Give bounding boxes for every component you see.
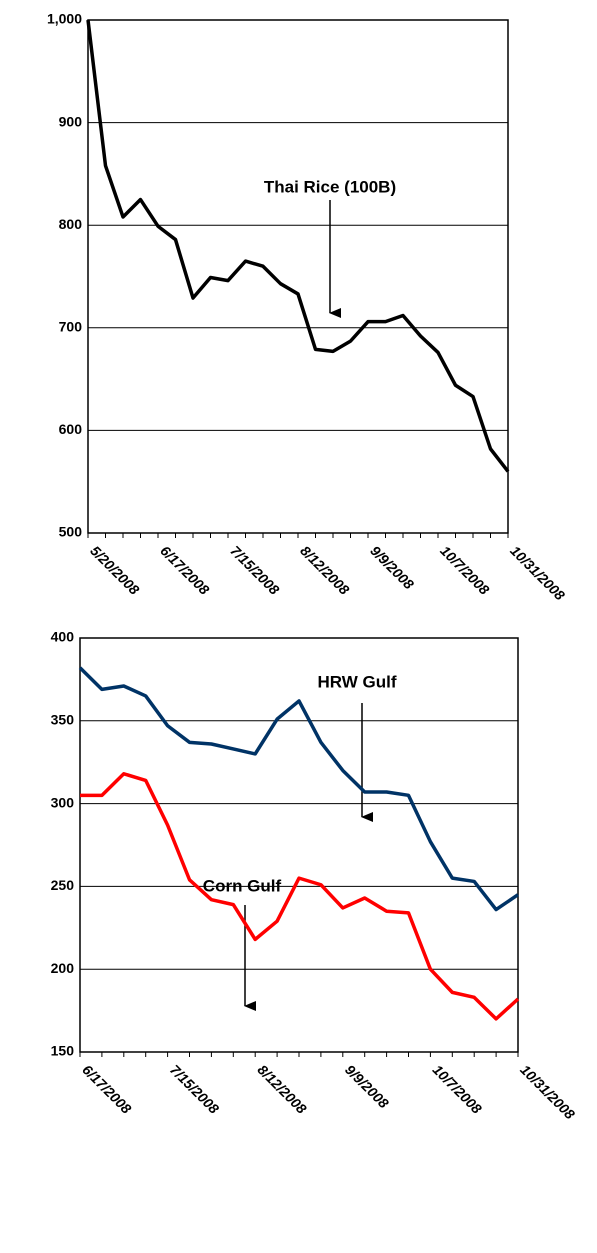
y-tick-label: 700 [59, 319, 83, 335]
x-tick-label: 6/17/2008 [157, 542, 213, 598]
x-tick-label: 10/7/2008 [437, 542, 493, 598]
y-tick-label: 150 [51, 1043, 75, 1059]
y-tick-label: 900 [59, 113, 83, 129]
x-tick-label: 7/15/2008 [167, 1061, 223, 1117]
y-tick-label: 1,000 [47, 11, 82, 27]
y-tick-label: 350 [51, 712, 75, 728]
y-tick-label: 800 [59, 216, 83, 232]
annotation: Thai Rice (100B) [264, 177, 396, 196]
x-tick-label: 10/31/2008 [517, 1061, 578, 1122]
plot-frame [87, 19, 509, 534]
y-tick-label: 250 [51, 877, 75, 893]
x-tick-label: 6/17/2008 [79, 1061, 135, 1117]
data-line [86, 19, 510, 473]
x-tick-label: 7/15/2008 [227, 542, 283, 598]
y-tick-label: 200 [51, 960, 75, 976]
data-line [80, 772, 520, 1021]
y-tick-label: 600 [59, 421, 83, 437]
y-tick-label: 400 [51, 629, 75, 645]
x-tick-label: 9/9/2008 [367, 542, 417, 592]
x-tick-label: 8/12/2008 [254, 1061, 310, 1117]
x-tick-label: 9/9/2008 [342, 1061, 392, 1111]
y-tick-label: 500 [59, 524, 83, 540]
y-tick-label: 300 [51, 794, 75, 810]
x-tick-label: 5/20/2008 [87, 542, 143, 598]
annotation: HRW Gulf [317, 672, 396, 691]
x-tick-label: 10/31/2008 [507, 542, 568, 603]
x-tick-label: 10/7/2008 [430, 1061, 486, 1117]
x-tick-label: 8/12/2008 [297, 542, 353, 598]
data-line [78, 666, 519, 912]
